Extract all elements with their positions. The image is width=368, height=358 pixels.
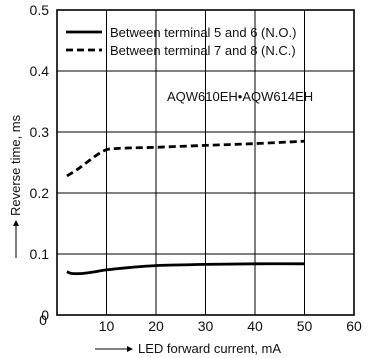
legend: Between terminal 5 and 6 (N.O.) Between … (66, 25, 296, 58)
legend-label-series-1: Between terminal 5 and 6 (N.O.) (110, 25, 296, 40)
y-tick-label: 0.3 (30, 124, 50, 140)
x-tick-label: 30 (198, 318, 214, 334)
x-tick-label: 20 (148, 318, 164, 334)
y-axis-arrow-head (13, 220, 19, 226)
x-tick-label: 50 (297, 318, 313, 334)
y-tick-label: 0.5 (30, 2, 50, 18)
x-tick-label: 40 (247, 318, 263, 334)
legend-label-series-2: Between terminal 7 and 8 (N.C.) (110, 43, 296, 58)
plot-frame (56, 9, 355, 316)
series-line-2 (66, 139, 305, 178)
x-axis-label: LED forward current, mA (138, 341, 281, 356)
series-lines (66, 139, 305, 276)
y-tick-label: 0.2 (30, 185, 50, 201)
model-annotation: AQW610EH•AQW614EH (167, 89, 313, 104)
y-tick-label: 0 (41, 307, 49, 323)
grid-lines (57, 10, 354, 315)
x-tick-label: 0 (39, 312, 47, 328)
x-tick-label: 60 (346, 318, 362, 334)
x-tick-labels: 0 10 20 30 40 50 60 (39, 312, 362, 334)
y-axis-label: Reverse time, ms (8, 114, 23, 216)
y-tick-labels: 0 0.1 0.2 0.3 0.4 0.5 (30, 2, 50, 323)
x-axis-arrow-head (127, 346, 133, 352)
y-tick-label: 0.4 (30, 63, 50, 79)
series-line-1 (66, 262, 305, 276)
y-axis-label-group: Reverse time, ms (8, 114, 23, 258)
y-tick-label: 0.1 (30, 246, 50, 262)
x-axis-label-group: LED forward current, mA (95, 341, 281, 356)
x-tick-label: 10 (99, 318, 115, 334)
